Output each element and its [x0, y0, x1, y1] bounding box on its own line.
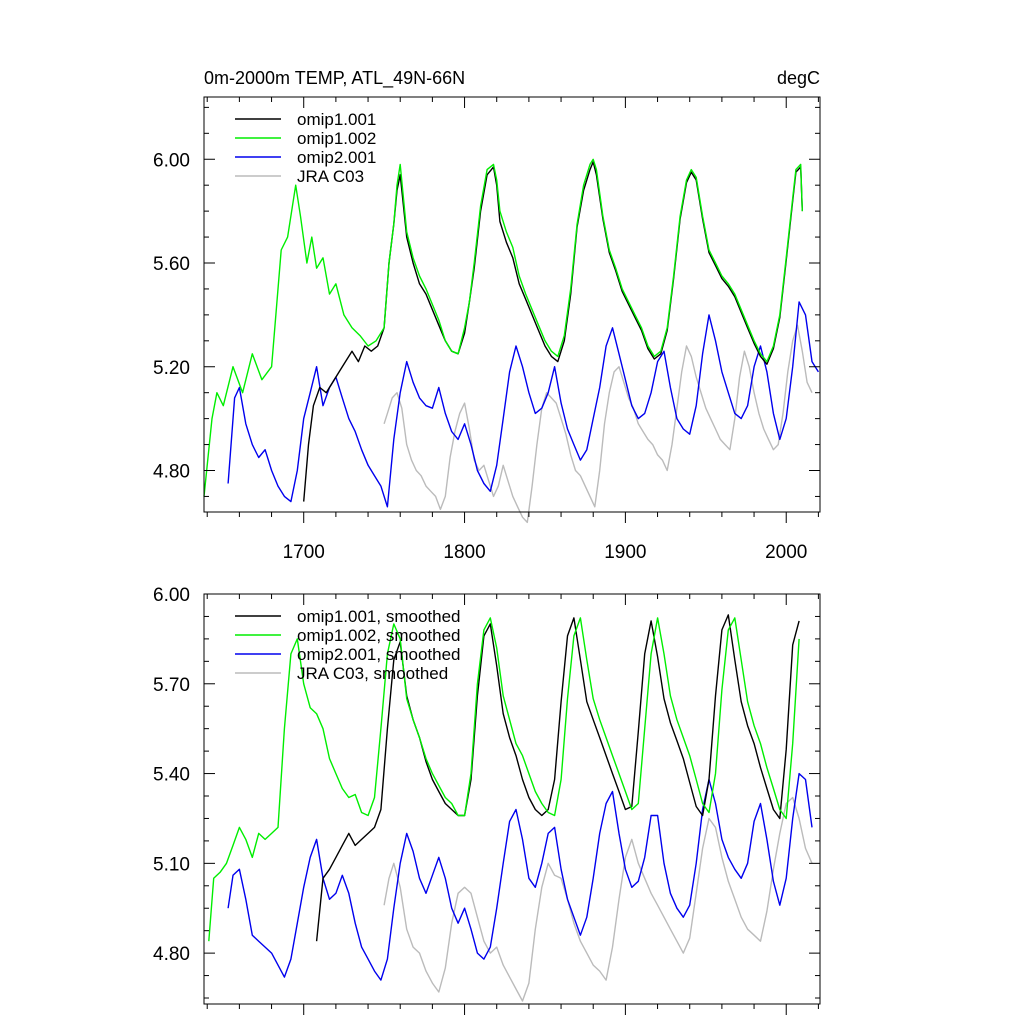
x-tick-label: 1900 [604, 542, 646, 563]
panel-raw: 0m-2000m TEMP, ATL_49N-66N degC 4.80 5.20… [153, 68, 821, 563]
y-tick-label: 5.40 [153, 765, 190, 786]
y-tick-label: 6.00 [153, 150, 190, 171]
series-line-jra-c03 [383, 796, 813, 1002]
legend-label: omip2.001 [297, 148, 376, 167]
raw-plot-frame [203, 96, 821, 513]
legend-label: omip2.001, smoothed [297, 645, 461, 664]
series-line-omip2-001 [227, 772, 813, 981]
raw-ticks: 4.80 5.20 5.60 6.00 1700 1800 1900 2000 [153, 97, 820, 563]
y-tick-label: 6.00 [153, 585, 190, 606]
panel-title-right: degC [777, 68, 820, 88]
y-tick-label: 5.60 [153, 254, 190, 275]
x-tick-label: 1700 [283, 542, 325, 563]
legend-label: omip1.002, smoothed [297, 626, 461, 645]
smoothed-series-lines [208, 614, 813, 1002]
series-line-omip1-002 [203, 158, 803, 497]
smoothed-plot-frame [203, 593, 821, 1005]
series-line-omip1-002 [208, 617, 800, 942]
raw-series-lines [203, 158, 819, 524]
legend-label: omip1.001 [297, 110, 376, 129]
series-line-omip2-001 [227, 301, 819, 508]
series-line-omip1-001 [315, 614, 800, 942]
legend-label: omip1.002 [297, 129, 376, 148]
y-tick-label: 4.80 [153, 462, 190, 483]
legend-label: JRA C03 [297, 167, 364, 186]
legend-label: omip1.001, smoothed [297, 607, 461, 626]
series-line-omip1-001 [303, 161, 803, 502]
smoothed-ticks: 4.80 5.10 5.40 5.70 6.00 [153, 585, 820, 1015]
y-tick-label: 4.80 [153, 944, 190, 965]
legend-label: JRA C03, smoothed [297, 664, 448, 683]
x-tick-label: 2000 [765, 542, 807, 563]
y-tick-label: 5.10 [153, 854, 190, 875]
y-tick-label: 5.20 [153, 358, 190, 379]
x-tick-label: 1800 [443, 542, 485, 563]
y-tick-label: 5.70 [153, 675, 190, 696]
panel-title-left: 0m-2000m TEMP, ATL_49N-66N [204, 68, 465, 89]
panel-smoothed: 4.80 5.10 5.40 5.70 6.00 omip1.001, smoothed… [153, 585, 821, 1015]
series-line-jra-c03 [383, 324, 813, 524]
